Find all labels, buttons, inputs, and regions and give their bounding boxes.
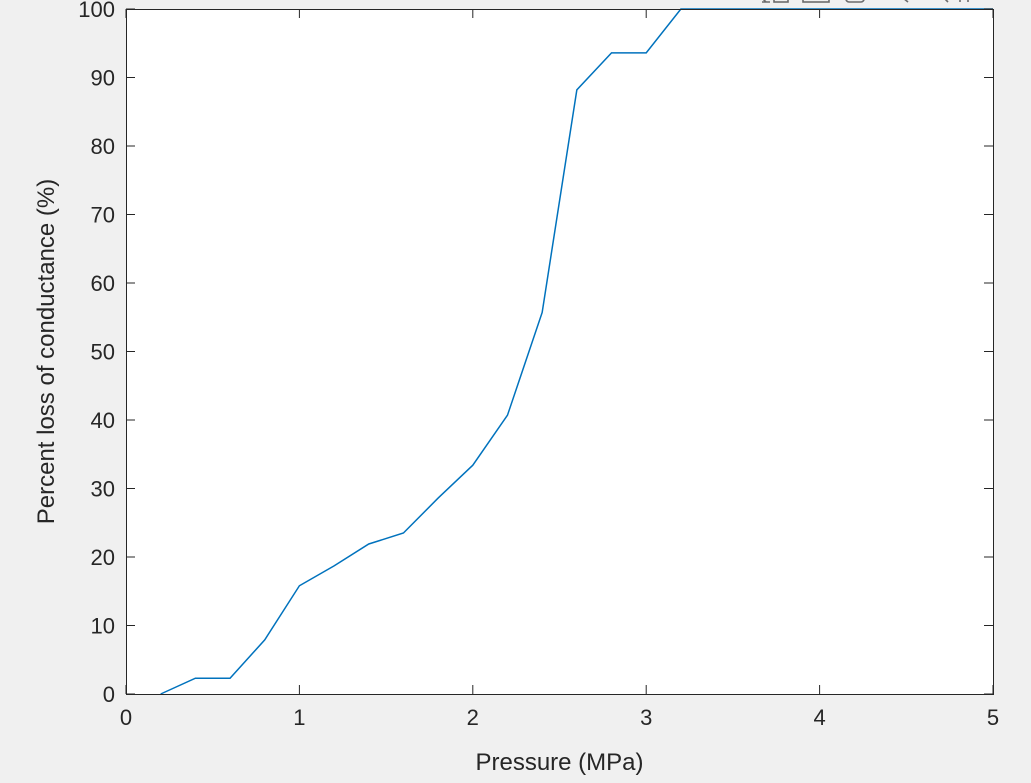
x-tick-label: 1	[293, 705, 305, 730]
zoom-out-icon[interactable]	[898, 0, 909, 3]
x-axis-label: Pressure (MPa)	[475, 749, 643, 776]
x-tick-label: 5	[987, 705, 999, 730]
series-line-1	[160, 8, 993, 695]
x-tick-label: 2	[467, 705, 479, 730]
x-tick-label: 3	[640, 705, 652, 730]
y-tick-label: 90	[91, 66, 115, 91]
axes-background	[126, 9, 993, 694]
y-tick-label: 0	[103, 682, 115, 707]
y-tick-label: 40	[91, 408, 115, 433]
y-tick-label: 10	[91, 614, 115, 639]
pan-icon[interactable]	[940, 0, 969, 3]
x-tick-label: 4	[813, 705, 825, 730]
y-tick-label: 70	[91, 203, 115, 228]
x-tick-label: 0	[120, 705, 132, 730]
y-tick-label: 20	[91, 545, 115, 570]
copy-icon[interactable]	[802, 0, 830, 3]
y-tick-label: 80	[91, 134, 115, 159]
y-tick-label: 100	[78, 0, 115, 22]
axes-toolbar	[760, 0, 969, 3]
zoom-in-icon[interactable]	[845, 0, 865, 3]
y-tick-label: 60	[91, 271, 115, 296]
data-cursor-icon[interactable]	[760, 0, 770, 3]
y-axis-label: Percent loss of conductance (%)	[33, 179, 60, 525]
series-layer	[160, 8, 993, 695]
y-tick-label: 30	[91, 477, 115, 502]
y-tick-label: 50	[91, 340, 115, 365]
save-icon[interactable]	[773, 0, 789, 3]
